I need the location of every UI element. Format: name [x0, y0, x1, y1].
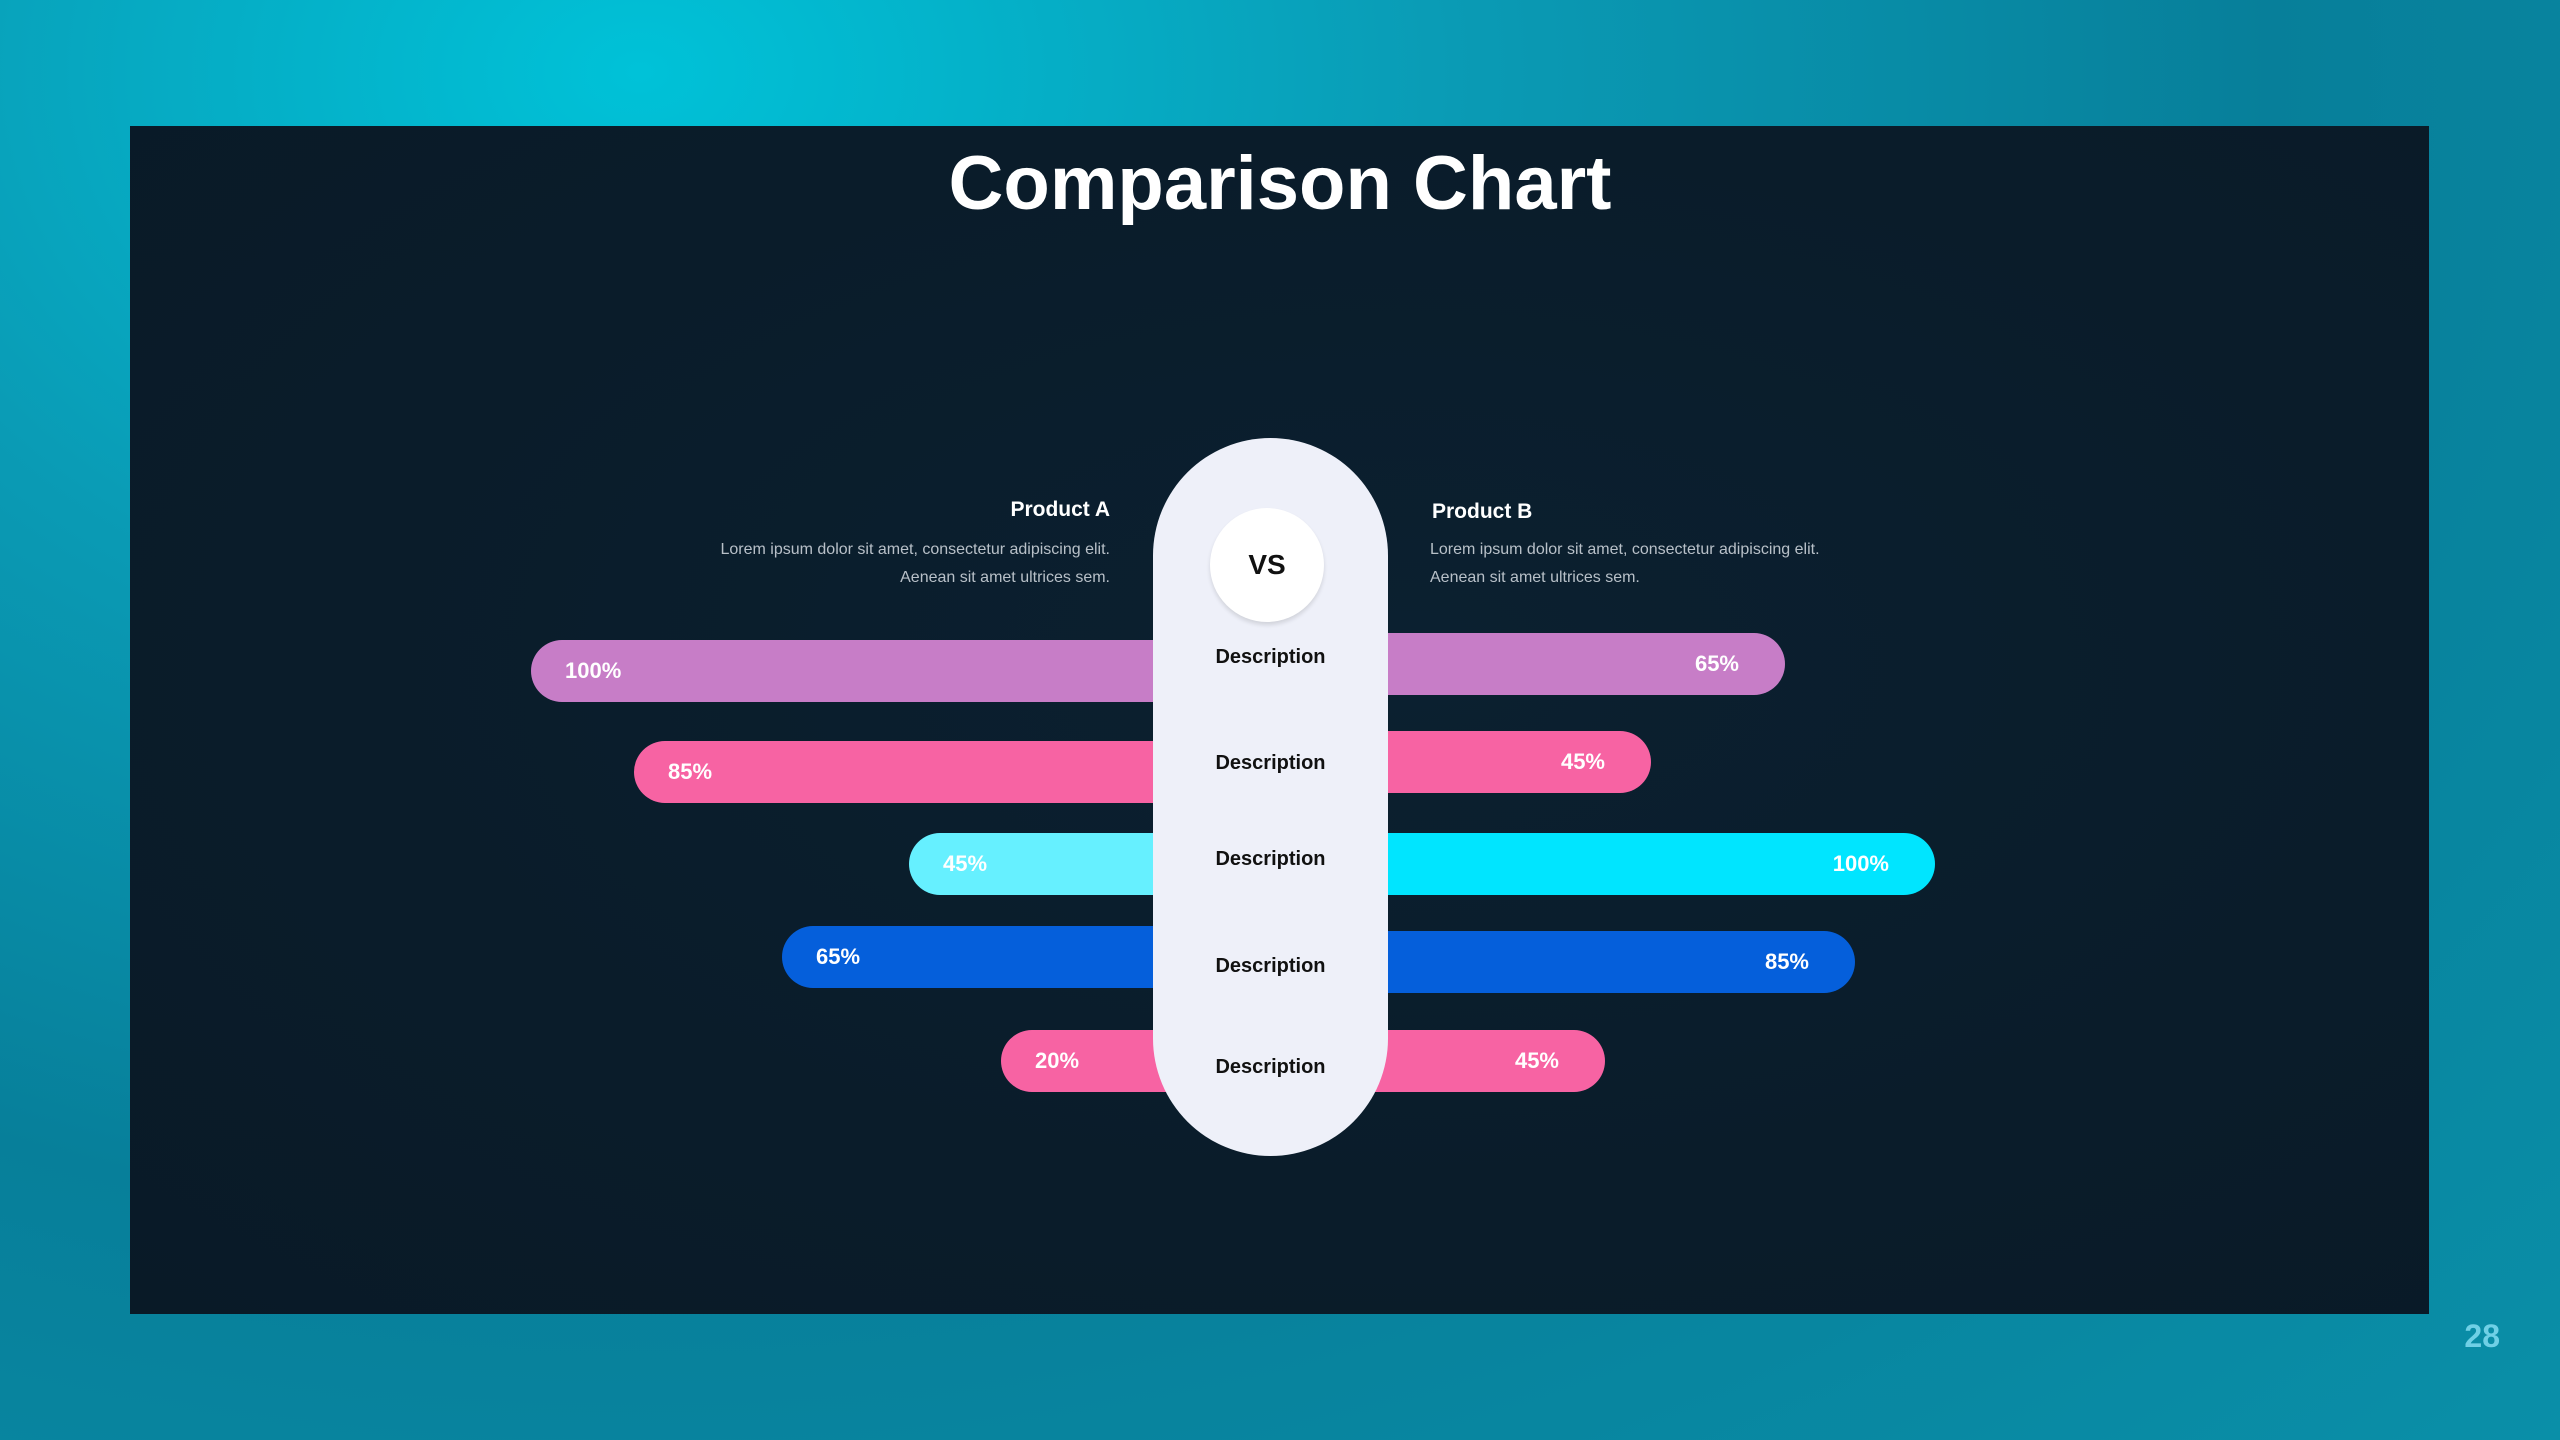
category-label: Description: [1215, 848, 1326, 870]
bar-value-label: 45%: [943, 851, 988, 876]
category-label: Description: [1215, 1056, 1326, 1078]
bar-value-label: 85%: [668, 759, 713, 784]
page-number: 28: [2464, 1318, 2500, 1354]
bar-value-label: 100%: [1832, 851, 1889, 876]
bar-value-label: 45%: [1514, 1048, 1559, 1073]
bar-value-label: 100%: [565, 658, 622, 683]
bar-value-label: 85%: [1764, 949, 1809, 974]
category-label: Description: [1215, 646, 1326, 668]
product-a-text: Lorem ipsum dolor sit amet, consectetur …: [720, 541, 1110, 586]
bar-value-label: 20%: [1035, 1048, 1080, 1073]
product-b-title: Product B: [1432, 500, 1533, 523]
category-label: Description: [1215, 752, 1326, 774]
page-title: Comparison Chart: [948, 141, 1612, 226]
bar-value-label: 65%: [816, 944, 861, 969]
vs-badge: VS: [1210, 508, 1324, 622]
category-label: Description: [1215, 955, 1326, 977]
product-a-title: Product A: [1010, 498, 1110, 521]
bar-value-label: 65%: [1694, 651, 1739, 676]
bar-product-a: 100%: [531, 640, 1270, 702]
product-b-text: Lorem ipsum dolor sit amet, consectetur …: [1430, 541, 1820, 586]
bar-value-label: 45%: [1560, 749, 1605, 774]
